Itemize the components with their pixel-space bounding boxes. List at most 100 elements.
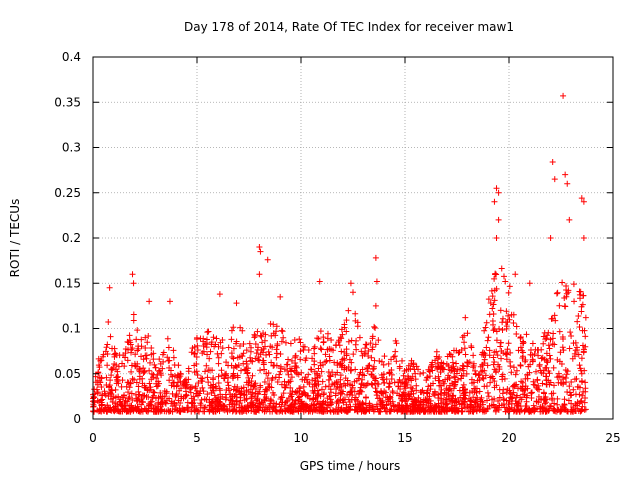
data-point xyxy=(385,384,392,391)
data-point xyxy=(248,344,255,351)
data-point xyxy=(566,345,573,352)
data-point xyxy=(342,382,349,389)
data-point xyxy=(401,367,408,374)
data-point xyxy=(264,256,271,263)
data-point xyxy=(271,392,278,399)
data-point xyxy=(449,407,456,414)
data-point xyxy=(554,289,561,296)
data-point xyxy=(383,402,390,409)
data-point xyxy=(407,408,414,415)
data-point xyxy=(168,382,175,389)
data-point xyxy=(491,349,498,356)
data-point xyxy=(292,389,299,395)
data-point xyxy=(489,318,496,325)
data-point xyxy=(204,351,211,358)
data-point xyxy=(576,291,583,298)
data-point xyxy=(138,336,145,343)
data-point xyxy=(346,356,353,363)
data-point xyxy=(204,329,211,336)
data-point xyxy=(98,383,105,390)
data-point xyxy=(95,355,102,362)
data-point xyxy=(364,368,371,375)
data-point xyxy=(413,382,420,389)
y-tick-label: 0.35 xyxy=(54,95,81,109)
data-point xyxy=(223,394,230,401)
data-point xyxy=(441,380,448,387)
y-axis-label: ROTI / TECUs xyxy=(8,199,22,278)
data-point xyxy=(484,389,491,396)
data-point xyxy=(327,396,334,403)
data-point xyxy=(372,254,379,261)
data-point xyxy=(251,334,258,341)
data-point xyxy=(233,300,240,307)
grid-lines xyxy=(93,57,613,419)
data-point xyxy=(448,380,455,387)
data-point xyxy=(576,362,583,369)
data-point xyxy=(107,333,114,340)
data-point xyxy=(130,311,137,318)
data-point xyxy=(470,394,477,401)
data-point xyxy=(409,396,416,403)
data-point xyxy=(257,384,264,391)
data-point xyxy=(570,281,577,288)
data-point xyxy=(514,392,521,399)
data-point xyxy=(194,371,201,378)
data-point xyxy=(252,333,259,340)
data-point xyxy=(239,353,246,360)
data-point xyxy=(537,367,544,374)
data-point xyxy=(324,330,331,337)
data-point xyxy=(480,375,487,382)
x-tick-label: 15 xyxy=(397,431,412,445)
data-point xyxy=(263,408,270,415)
data-point xyxy=(110,406,117,413)
data-point xyxy=(507,362,514,369)
data-point xyxy=(425,383,432,390)
data-point xyxy=(277,363,284,370)
data-point xyxy=(207,402,214,409)
data-point xyxy=(169,408,176,415)
data-point xyxy=(221,403,228,410)
data-point xyxy=(348,359,355,366)
data-point xyxy=(417,370,424,377)
data-point xyxy=(326,376,333,383)
data-point xyxy=(193,354,200,361)
data-point xyxy=(491,378,498,385)
data-point xyxy=(169,373,176,380)
data-point xyxy=(531,351,538,358)
data-point xyxy=(270,400,277,407)
data-point xyxy=(559,374,566,381)
data-point xyxy=(426,373,433,380)
data-point xyxy=(248,407,255,414)
data-point xyxy=(460,381,467,388)
data-point xyxy=(146,380,153,387)
data-point xyxy=(298,369,305,376)
data-point xyxy=(269,344,276,351)
data-point xyxy=(282,384,289,391)
data-point xyxy=(292,360,299,367)
data-point xyxy=(452,381,459,388)
data-point xyxy=(103,382,110,389)
data-point xyxy=(197,400,204,407)
data-point xyxy=(177,408,184,415)
data-point xyxy=(370,365,377,372)
data-point xyxy=(206,407,213,414)
data-point xyxy=(230,345,237,352)
data-point xyxy=(292,352,299,359)
data-point xyxy=(481,327,488,334)
data-point xyxy=(181,381,188,388)
data-point xyxy=(194,391,201,398)
data-point xyxy=(254,395,261,402)
data-point xyxy=(258,399,265,406)
data-point xyxy=(257,248,264,255)
data-point xyxy=(464,330,471,337)
data-point xyxy=(492,369,499,376)
data-point xyxy=(529,340,536,347)
data-point xyxy=(268,359,275,366)
data-point xyxy=(150,356,157,363)
data-point xyxy=(365,347,372,354)
data-point xyxy=(554,374,561,381)
data-point xyxy=(531,408,538,415)
data-point xyxy=(551,341,558,348)
data-point xyxy=(504,386,511,393)
data-point xyxy=(102,404,109,411)
